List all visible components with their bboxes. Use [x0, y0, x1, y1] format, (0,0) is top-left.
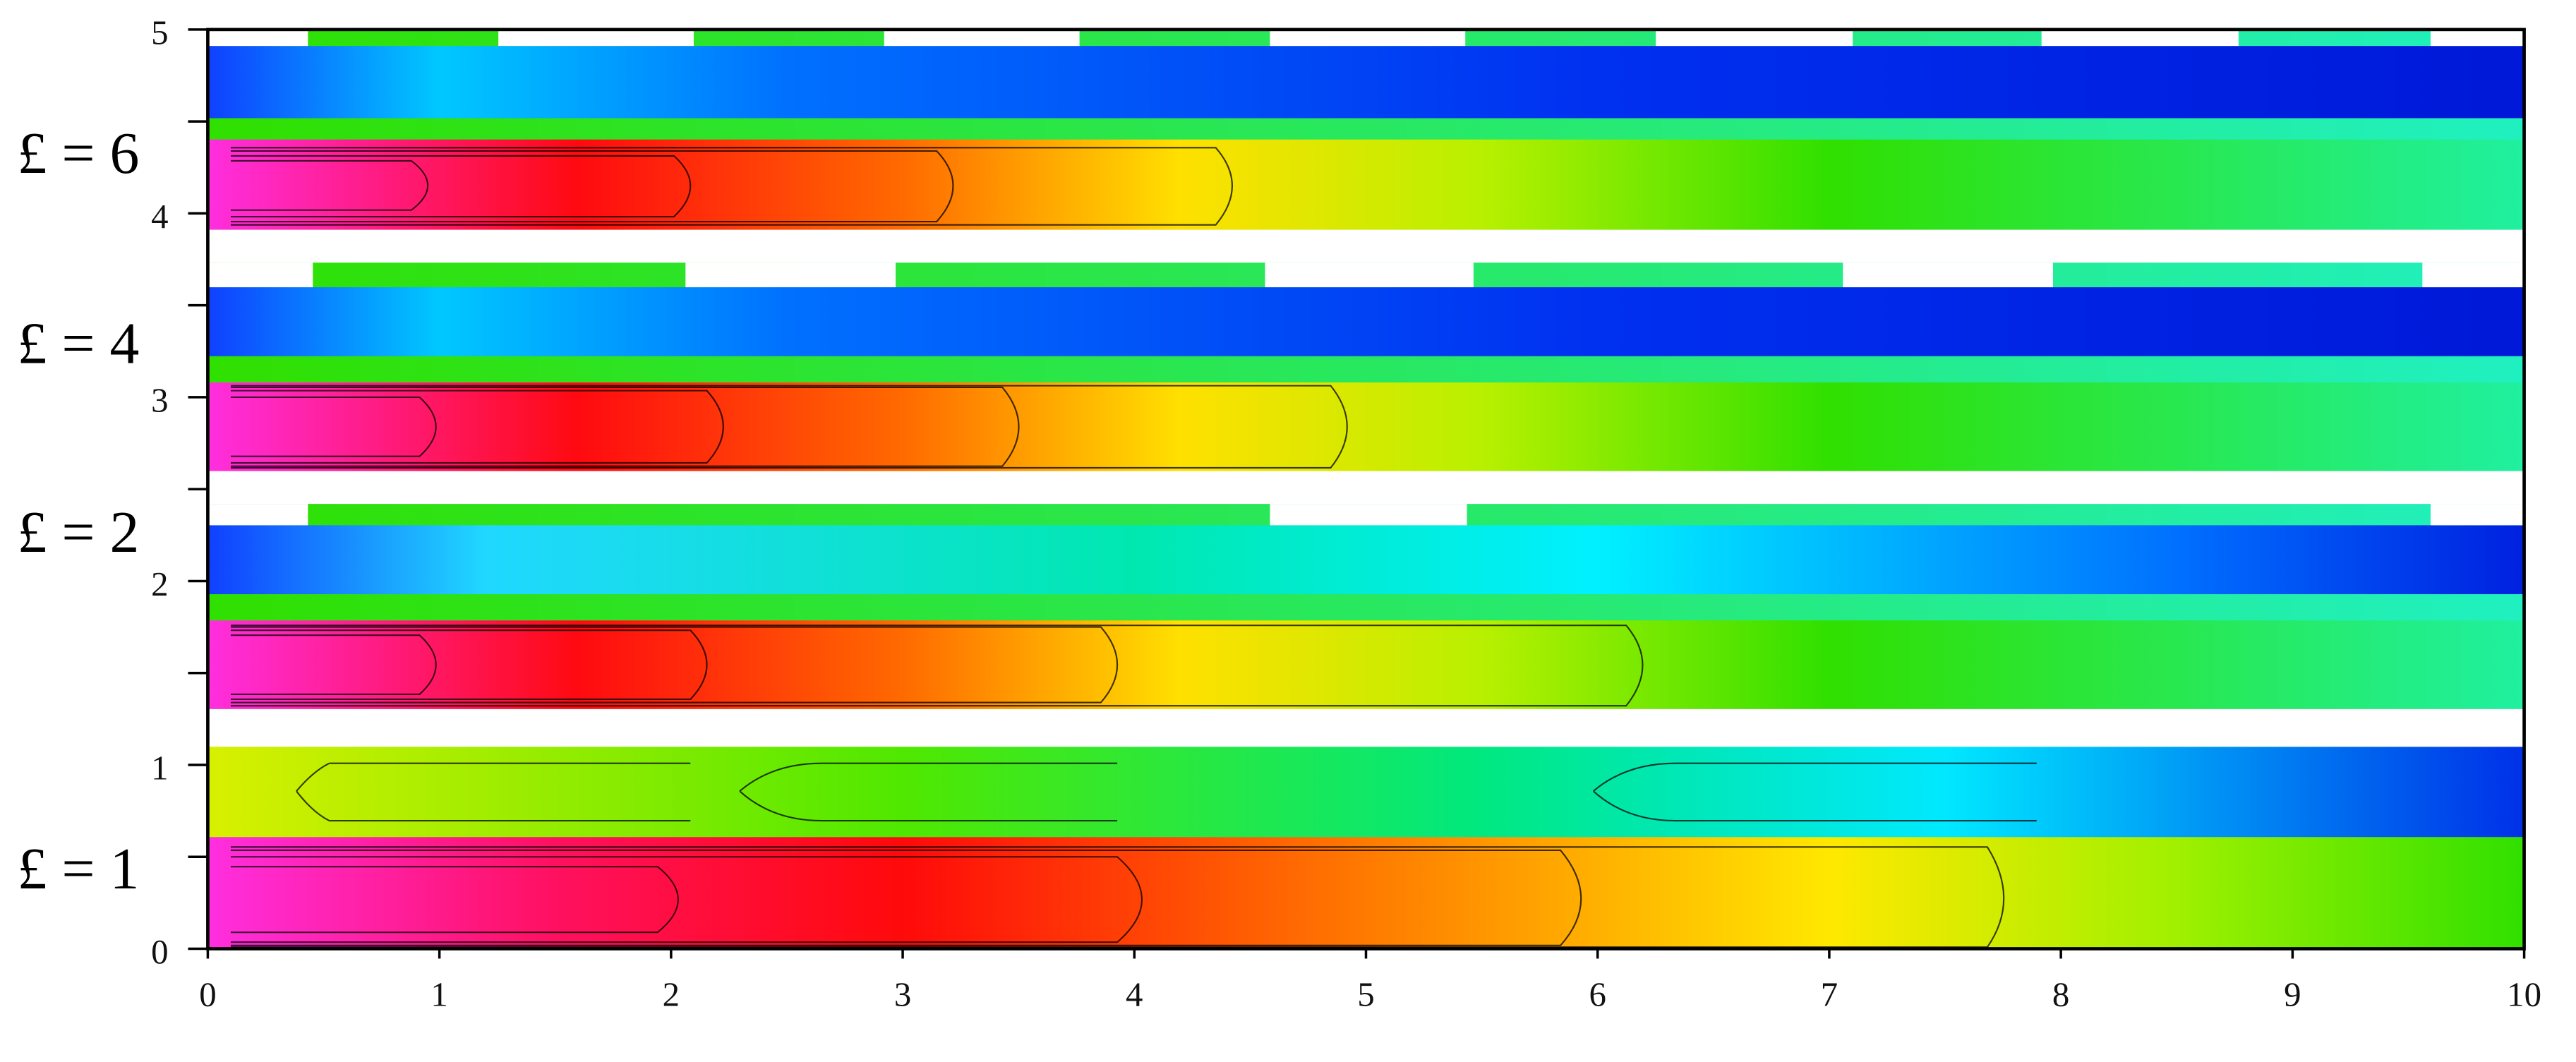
x-tick-label: 8 [2052, 974, 2069, 1013]
x-tick-label: 2 [663, 974, 680, 1013]
x-tick-label: 9 [2284, 974, 2301, 1013]
y-tick-label: 1 [151, 748, 168, 787]
y-tick-label: 0 [151, 932, 168, 971]
panel-label: £ = 6 [18, 121, 140, 186]
contour-lines [230, 147, 2037, 948]
contour-field [207, 29, 2524, 949]
y-tick-label: 2 [151, 565, 168, 603]
x-tick-label: 6 [1589, 974, 1606, 1013]
panel-label: £ = 2 [18, 500, 140, 565]
x-tick-label: 3 [894, 974, 911, 1013]
x-tick-label: 1 [431, 974, 447, 1013]
y-tick-label: 3 [151, 380, 168, 419]
panel-label: £ = 1 [18, 836, 140, 902]
panel-label: £ = 4 [18, 311, 140, 377]
x-tick-label: 7 [1821, 974, 1838, 1013]
x-tick-label: 5 [1357, 974, 1374, 1013]
x-tick-label: 0 [199, 974, 216, 1013]
x-tick-label: 10 [2507, 974, 2541, 1013]
y-tick-label: 4 [151, 197, 168, 236]
y-tick-label: 5 [151, 13, 168, 52]
x-tick-label: 4 [1126, 974, 1143, 1013]
